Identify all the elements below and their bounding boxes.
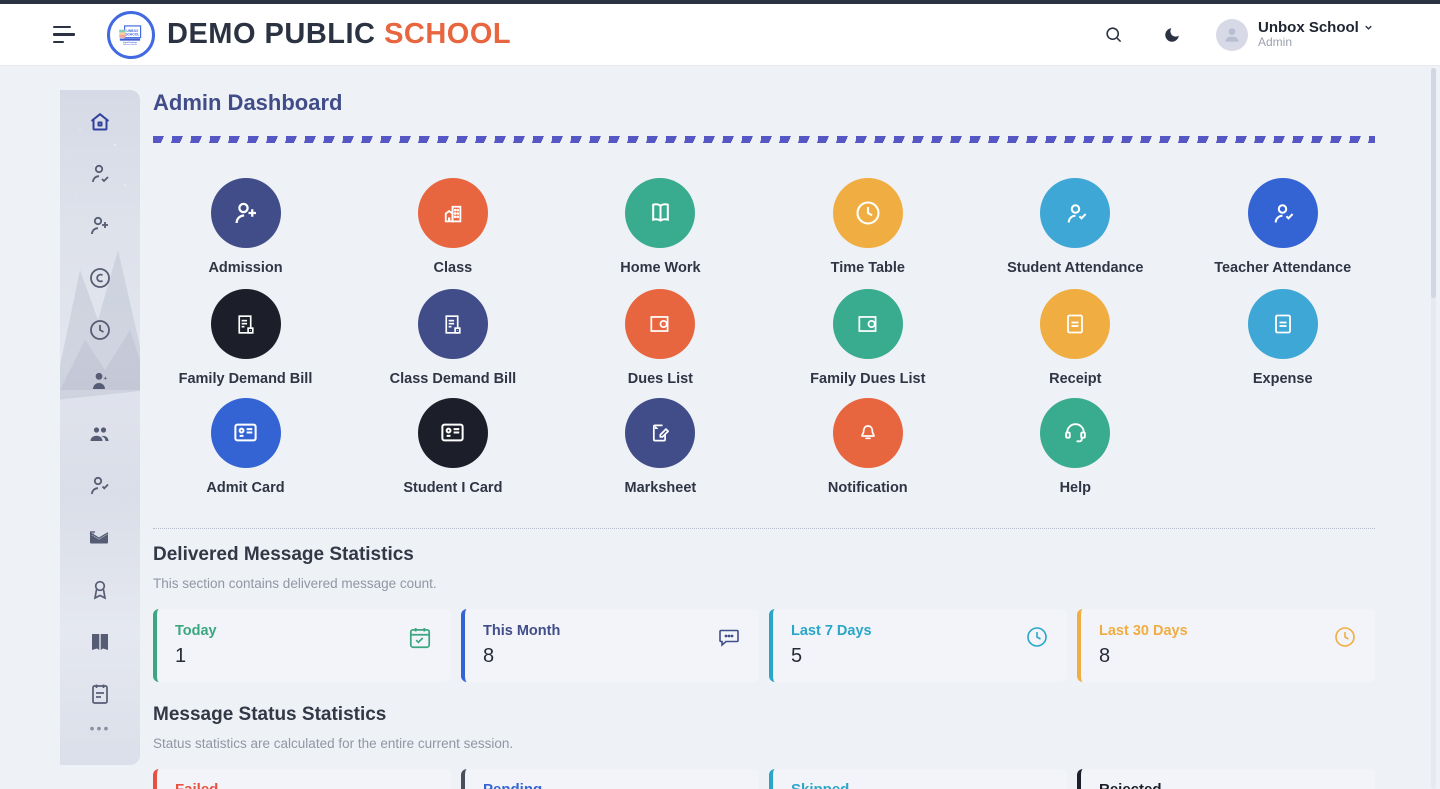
svg-text:SCHOOL: SCHOOL <box>125 32 139 36</box>
svg-text:Software Solution: Software Solution <box>123 42 137 45</box>
